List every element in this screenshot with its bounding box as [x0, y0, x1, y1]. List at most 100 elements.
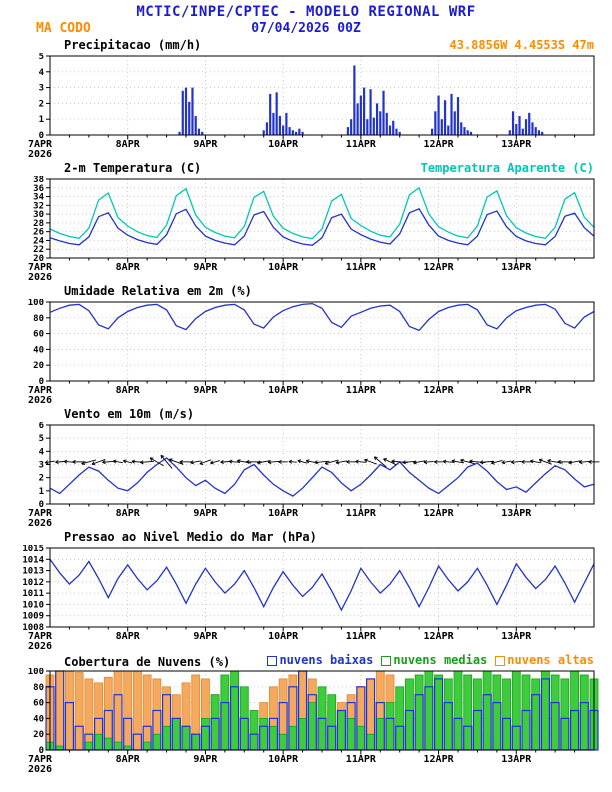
legend-label-mid: nuvens medias [393, 653, 488, 667]
humidity-title-row: Umidade Relativa em 2m (%) [0, 284, 612, 299]
svg-text:9APR: 9APR [193, 631, 218, 642]
svg-text:8APR: 8APR [116, 631, 141, 642]
svg-text:7APR: 7APR [28, 631, 53, 642]
svg-text:12APR: 12APR [424, 508, 455, 519]
temp-title-row: 2-m Temperatura (C) Temperatura Aparente… [0, 161, 612, 176]
svg-text:34: 34 [33, 193, 44, 203]
gridlines [50, 425, 594, 504]
panel-temperature: 2-m Temperatura (C) Temperatura Aparente… [0, 161, 612, 284]
svg-text:10APR: 10APR [268, 385, 299, 396]
header-line2: MA CODO 07/04/2026 00Z [0, 21, 612, 38]
series-marks [45, 670, 599, 751]
svg-text:0: 0 [39, 377, 44, 387]
pressure-title-row: Pressao ao Nivel Medio do Mar (hPa) [0, 530, 612, 545]
svg-text:9APR: 9APR [193, 262, 218, 273]
low-cloud-swatch-icon [267, 655, 278, 666]
svg-text:1: 1 [39, 115, 44, 125]
station-name: MA CODO [36, 21, 91, 36]
mid-cloud-swatch-icon [381, 655, 392, 666]
svg-text:20: 20 [33, 254, 44, 264]
svg-text:10APR: 10APR [268, 508, 299, 519]
svg-text:1: 1 [39, 487, 44, 497]
svg-text:7APR: 7APR [28, 754, 53, 765]
precip-title-row: Precipitacao (mm/h) 43.8856W 4.4553S 47m [0, 38, 612, 53]
svg-text:3: 3 [39, 461, 44, 471]
humidity-title: Umidade Relativa em 2m (%) [64, 284, 252, 298]
high-cloud-swatch-icon [495, 655, 506, 666]
svg-text:12APR: 12APR [424, 262, 455, 273]
svg-text:13APR: 13APR [501, 508, 532, 519]
series-marks [49, 302, 595, 332]
location-coordinates: 43.8856W 4.4553S 47m [449, 38, 595, 52]
svg-text:4: 4 [39, 68, 45, 78]
svg-text:13APR: 13APR [501, 631, 532, 642]
axis-ticks: 0 1 2 3 4 5 6 [39, 422, 576, 510]
svg-text:20: 20 [33, 730, 44, 740]
svg-text:11APR: 11APR [346, 262, 377, 273]
legend-item-low: nuvens baixas [267, 653, 373, 668]
axis-ticks: 0 1 2 3 4 5 [39, 53, 576, 141]
svg-text:7APR: 7APR [28, 385, 53, 396]
panel-humidity: Umidade Relativa em 2m (%) 0 20 40 60 80 100 7… [0, 284, 612, 407]
svg-text:8APR: 8APR [116, 754, 141, 765]
svg-text:24: 24 [33, 236, 44, 246]
svg-text:38: 38 [33, 176, 44, 185]
pressure-title: Pressao ao Nivel Medio do Mar (hPa) [64, 530, 317, 544]
gridlines [50, 548, 594, 627]
svg-text:1014: 1014 [22, 555, 44, 565]
axis-ticks: 0 20 40 60 80 100 [28, 299, 576, 387]
svg-text:36: 36 [33, 184, 44, 194]
legend-label-low: nuvens baixas [279, 653, 374, 667]
cloud-legend: nuvens baixas nuvens medias nuvens altas [259, 653, 594, 668]
series-marks [49, 558, 595, 612]
wind-title-row: Vento em 10m (m/s) [0, 407, 612, 422]
svg-text:10APR: 10APR [268, 631, 299, 642]
svg-text:1011: 1011 [22, 589, 44, 599]
svg-text:2026: 2026 [28, 272, 52, 283]
svg-text:80: 80 [33, 683, 44, 693]
svg-text:28: 28 [33, 219, 44, 229]
svg-text:22: 22 [33, 245, 44, 255]
svg-text:7APR: 7APR [28, 508, 53, 519]
svg-text:1015: 1015 [22, 545, 44, 554]
svg-text:1008: 1008 [22, 623, 44, 633]
svg-text:11APR: 11APR [346, 385, 377, 396]
svg-text:11APR: 11APR [346, 631, 377, 642]
svg-text:2026: 2026 [28, 764, 52, 775]
clouds-title-row: Cobertura de Nuvens (%) nuvens baixas nu… [0, 653, 612, 669]
svg-text:12APR: 12APR [424, 385, 455, 396]
gridlines [50, 179, 594, 258]
svg-text:30: 30 [33, 210, 44, 220]
svg-text:8APR: 8APR [116, 385, 141, 396]
svg-text:8APR: 8APR [116, 139, 141, 150]
svg-text:8APR: 8APR [116, 262, 141, 273]
panel-clouds: Cobertura de Nuvens (%) nuvens baixas nu… [0, 653, 612, 776]
legend-label-high: nuvens altas [507, 653, 594, 667]
wind-title: Vento em 10m (m/s) [64, 407, 195, 421]
page-title: MCTIC/INPE/CPTEC - MODELO REGIONAL WRF [136, 4, 476, 20]
svg-text:2: 2 [39, 99, 44, 109]
svg-text:40: 40 [33, 714, 44, 724]
axis-ticks: 0 20 40 60 80 100 [28, 668, 576, 756]
svg-text:0: 0 [39, 131, 44, 141]
svg-text:5: 5 [39, 53, 44, 62]
svg-text:100: 100 [28, 299, 44, 308]
svg-text:4: 4 [39, 447, 45, 457]
svg-text:9APR: 9APR [193, 508, 218, 519]
svg-text:12APR: 12APR [424, 631, 455, 642]
series-marks [49, 186, 595, 246]
svg-text:9APR: 9APR [193, 139, 218, 150]
svg-text:8APR: 8APR [116, 508, 141, 519]
svg-text:13APR: 13APR [501, 385, 532, 396]
